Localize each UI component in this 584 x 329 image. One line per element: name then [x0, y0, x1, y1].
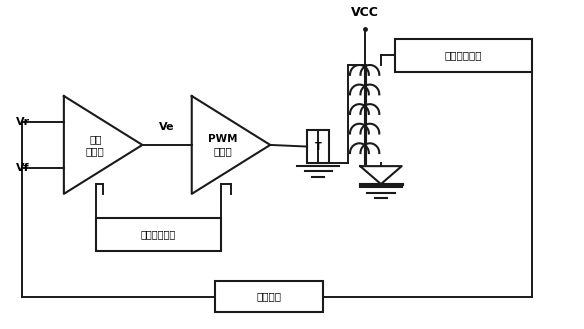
- Text: 锅齿波发生器: 锅齿波发生器: [141, 230, 176, 240]
- Text: PWM
比较器: PWM 比较器: [208, 134, 238, 156]
- Text: T: T: [315, 141, 322, 152]
- Polygon shape: [360, 166, 402, 184]
- Text: Vr: Vr: [16, 117, 30, 127]
- Text: VCC: VCC: [351, 6, 378, 19]
- Text: 输出整流滤波: 输出整流滤波: [444, 50, 482, 60]
- Bar: [395, 39, 532, 71]
- Polygon shape: [192, 96, 270, 194]
- Bar: [307, 130, 329, 163]
- Bar: [96, 218, 221, 251]
- Polygon shape: [64, 96, 142, 194]
- Text: 误差
放大器: 误差 放大器: [86, 134, 105, 156]
- Text: Ve: Ve: [159, 122, 175, 132]
- Text: Vf: Vf: [16, 163, 30, 173]
- Text: 隔离反馈: 隔离反馈: [256, 291, 281, 302]
- Bar: [215, 281, 322, 312]
